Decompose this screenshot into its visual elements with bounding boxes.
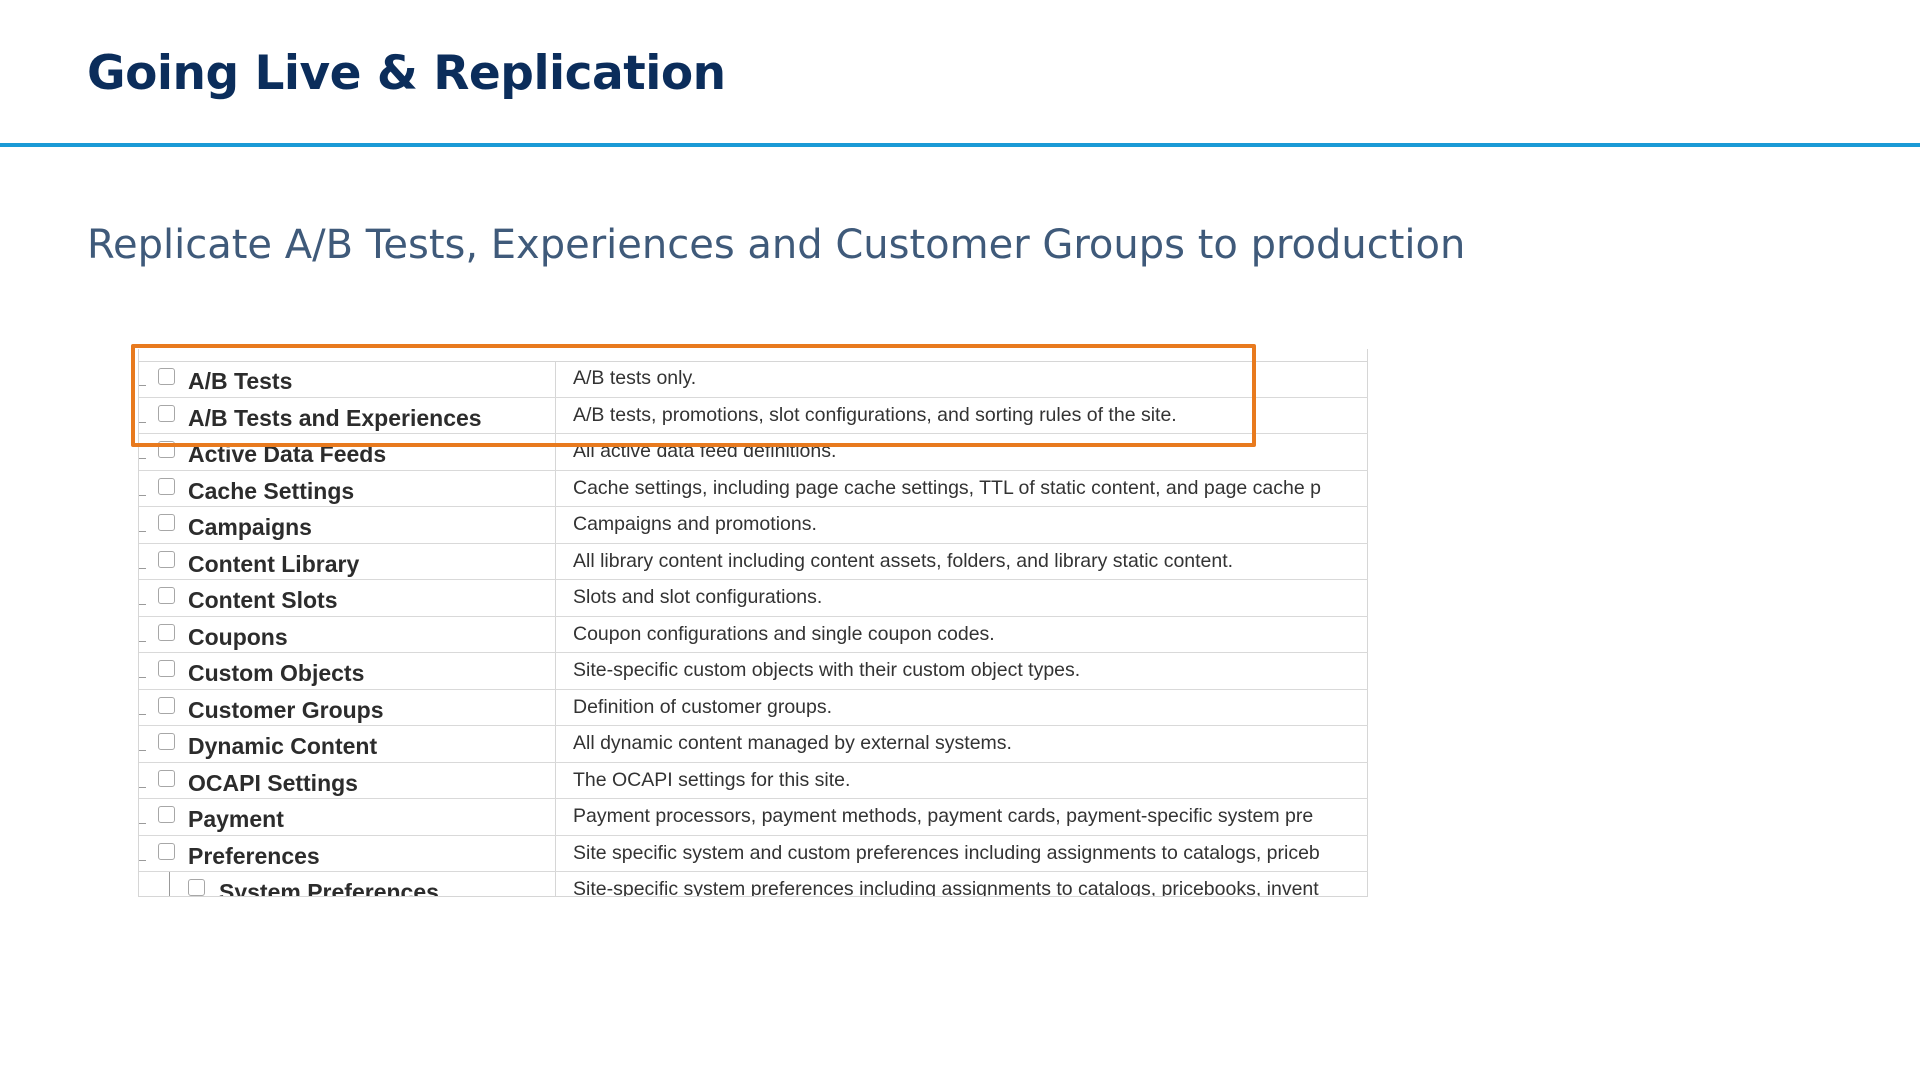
column-divider (555, 434, 556, 470)
slide-title: Going Live & Replication (87, 46, 726, 101)
tree-connector (139, 458, 146, 459)
row-name: Dynamic Content (188, 733, 378, 759)
row-checkbox[interactable] (188, 879, 205, 896)
tree-connector (139, 494, 146, 496)
column-divider (555, 653, 556, 689)
slide-subtitle: Replicate A/B Tests, Experiences and Cus… (87, 222, 1466, 268)
tree-connector (139, 713, 146, 715)
tree-connector (139, 750, 146, 751)
tree-connector (139, 640, 146, 642)
column-divider (555, 799, 556, 835)
row-description: Slots and slot configurations. (573, 586, 823, 608)
column-divider (555, 507, 556, 543)
tree-connector (139, 786, 146, 788)
row-name: Coupons (188, 623, 288, 650)
column-divider (555, 872, 556, 896)
replication-options-table: A/B Tests A/B tests only. A/B Tests and Ex… (138, 349, 1368, 897)
table-row: Coupons Coupon configurations and single … (139, 616, 1368, 653)
row-description: The OCAPI settings for this site. (573, 768, 851, 791)
tree-connector (139, 531, 146, 532)
row-checkbox[interactable] (158, 623, 175, 641)
row-checkbox[interactable] (158, 660, 175, 677)
table-row: A/B Tests and Experiences A/B tests, prom… (139, 397, 1368, 434)
row-checkbox[interactable] (158, 404, 175, 422)
row-description: Site specific system and custom preferen… (573, 841, 1320, 864)
row-name: Customer Groups (188, 696, 384, 723)
row-name: Campaigns (188, 514, 312, 540)
row-name: Custom Objects (188, 660, 365, 686)
row-description: A/B tests, promotions, slot configuratio… (573, 403, 1177, 426)
row-name: Preferences (188, 842, 320, 869)
table-row: Content Library All library content inclu… (139, 543, 1368, 580)
tree-connector (139, 421, 146, 423)
row-description: Cache settings, including page cache set… (573, 476, 1321, 499)
column-divider (555, 470, 556, 506)
row-description: A/B tests only. (573, 367, 697, 389)
column-divider (555, 397, 556, 433)
title-divider (0, 143, 1920, 147)
row-description: All library content including content as… (573, 549, 1234, 572)
row-name: System Preferences (219, 879, 439, 897)
table-row: Payment Payment processors, payment metho… (139, 799, 1368, 836)
highlight-box (131, 344, 1256, 447)
tree-connector (139, 859, 146, 861)
row-description: Site-specific system preferences includi… (573, 878, 1319, 897)
row-checkbox[interactable] (158, 733, 175, 750)
column-divider (555, 361, 556, 397)
row-checkbox[interactable] (158, 368, 175, 385)
table-row: Campaigns Campaigns and promotions. (139, 507, 1368, 544)
column-divider (555, 616, 556, 652)
tree-connector (139, 385, 146, 386)
table-row: Dynamic Content All dynamic content manag… (139, 726, 1368, 763)
row-name: A/B Tests (188, 368, 293, 394)
row-name: Cache Settings (188, 477, 355, 504)
row-checkbox[interactable] (158, 550, 175, 568)
tree-child-line (169, 872, 170, 896)
table-row: Content Slots Slots and slot configuratio… (139, 580, 1368, 617)
row-checkbox[interactable] (158, 477, 175, 495)
row-checkbox[interactable] (158, 514, 175, 531)
row-checkbox[interactable] (158, 587, 175, 604)
table-row: Customer Groups Definition of customer gr… (139, 689, 1368, 726)
column-divider (555, 689, 556, 725)
table-row: System Preferences Site-specific system p… (139, 872, 1368, 897)
column-divider (555, 835, 556, 871)
table-row: Preferences Site specific system and cust… (139, 835, 1368, 872)
row-checkbox[interactable] (158, 769, 175, 787)
table-row: Custom Objects Site-specific custom objec… (139, 653, 1368, 690)
row-checkbox[interactable] (158, 806, 175, 823)
row-description: Site-specific custom objects with their … (573, 659, 1081, 681)
row-name: Payment (188, 806, 284, 832)
row-name: Content Library (188, 550, 360, 577)
column-divider (555, 726, 556, 762)
row-description: Payment processors, payment methods, pay… (573, 805, 1314, 827)
tree-connector (139, 567, 146, 569)
row-name: OCAPI Settings (188, 769, 358, 796)
tree-connector (139, 823, 146, 824)
tree-connector (139, 604, 146, 605)
row-name: A/B Tests and Experiences (188, 404, 482, 431)
table-row: Cache Settings Cache settings, including … (139, 470, 1368, 507)
table-row: A/B Tests A/B tests only. (139, 361, 1368, 398)
table-rows: A/B Tests A/B tests only. A/B Tests and Ex… (139, 361, 1368, 897)
table-top-edge (139, 349, 1368, 362)
row-checkbox[interactable] (158, 842, 175, 860)
table-row: OCAPI Settings The OCAPI settings for thi… (139, 762, 1368, 799)
row-description: All dynamic content managed by external … (573, 732, 1012, 754)
row-description: Campaigns and promotions. (573, 513, 817, 535)
tree-connector (139, 677, 146, 678)
row-name: Content Slots (188, 587, 338, 613)
column-divider (555, 543, 556, 579)
table-right-edge (1367, 349, 1368, 896)
column-divider (555, 580, 556, 616)
row-description: Coupon configurations and single coupon … (573, 622, 995, 645)
column-divider (555, 762, 556, 798)
row-description: Definition of customer groups. (573, 695, 833, 718)
row-checkbox[interactable] (158, 696, 175, 714)
